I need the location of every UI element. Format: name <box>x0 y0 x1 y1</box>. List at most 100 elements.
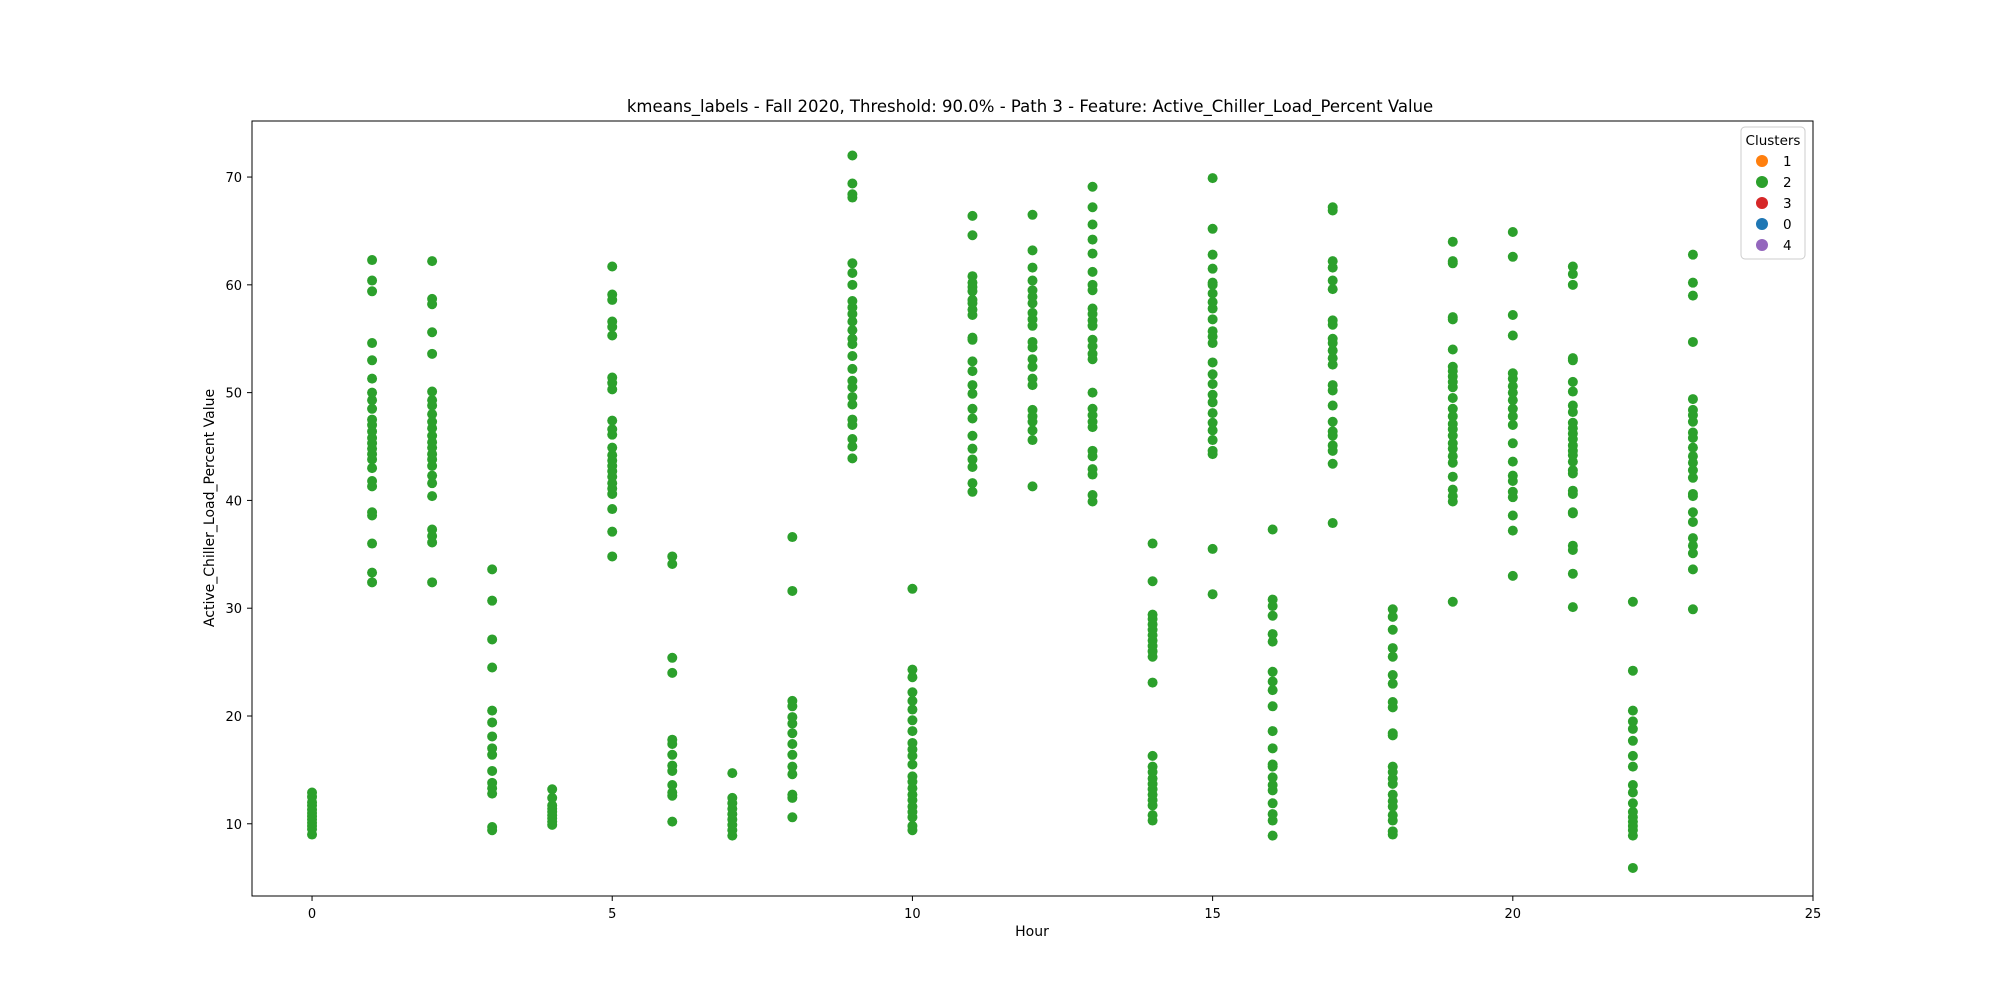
data-point <box>487 564 498 575</box>
data-point <box>1027 354 1038 365</box>
data-point <box>1387 761 1398 772</box>
data-point <box>547 792 558 803</box>
data-point <box>1267 685 1278 696</box>
data-point <box>907 704 918 715</box>
data-point <box>967 332 978 343</box>
data-point <box>1687 516 1698 527</box>
data-point <box>1267 830 1278 841</box>
data-point <box>967 271 978 282</box>
data-point <box>367 286 378 297</box>
data-point <box>967 294 978 305</box>
data-point <box>1567 485 1578 496</box>
data-point <box>787 769 798 780</box>
data-point <box>1027 435 1038 446</box>
data-point <box>907 672 918 683</box>
data-point <box>1327 284 1338 295</box>
data-point <box>1087 202 1098 213</box>
data-point <box>1027 336 1038 347</box>
data-point <box>1567 507 1578 518</box>
y-tick-label: 30 <box>225 602 242 617</box>
data-point <box>1687 442 1698 453</box>
data-point <box>1447 256 1458 267</box>
data-point <box>1327 202 1338 213</box>
data-point <box>607 504 618 515</box>
data-point <box>1507 510 1518 521</box>
data-point <box>547 784 558 795</box>
y-axis-label: Active_Chiller_Load_Percent Value <box>202 389 218 627</box>
data-point <box>847 453 858 464</box>
legend-marker <box>1756 155 1768 167</box>
data-point <box>967 462 978 472</box>
data-point <box>787 532 798 543</box>
legend-label: 0 <box>1783 217 1792 233</box>
data-point <box>787 728 798 739</box>
data-point <box>907 771 918 782</box>
data-point <box>1687 472 1698 483</box>
data-point <box>787 712 798 723</box>
data-point <box>1507 411 1518 422</box>
x-tick-label: 5 <box>608 907 616 922</box>
data-point <box>1567 353 1578 364</box>
data-point <box>367 395 378 406</box>
data-point <box>847 316 858 327</box>
y-tick-label: 60 <box>225 279 242 294</box>
data-point <box>847 375 858 386</box>
data-point <box>1687 548 1698 559</box>
data-point <box>1627 716 1638 727</box>
data-point <box>1327 400 1338 411</box>
data-point <box>1627 705 1638 716</box>
data-point <box>1447 361 1458 372</box>
data-point <box>427 395 438 406</box>
data-point <box>427 293 438 304</box>
data-point <box>1207 389 1218 400</box>
data-point <box>1027 481 1038 492</box>
data-point <box>367 373 378 384</box>
data-point <box>847 258 858 269</box>
data-point <box>487 822 498 833</box>
data-point <box>1387 651 1398 662</box>
data-point <box>367 255 378 266</box>
data-point <box>1207 249 1218 260</box>
data-point <box>1687 427 1698 438</box>
data-point <box>1087 279 1098 290</box>
data-point <box>847 178 858 189</box>
data-point <box>367 567 378 578</box>
data-point <box>1687 336 1698 347</box>
data-point <box>427 478 438 489</box>
data-point <box>1327 345 1338 356</box>
data-point <box>1027 404 1038 415</box>
data-point <box>1267 809 1278 820</box>
data-point <box>1207 357 1218 368</box>
data-point <box>1387 728 1398 739</box>
data-point <box>607 424 618 435</box>
data-point <box>1687 451 1698 462</box>
data-point <box>1327 333 1338 344</box>
data-point <box>1027 285 1038 296</box>
data-point <box>1507 251 1518 262</box>
legend-marker <box>1756 197 1768 209</box>
data-point <box>847 414 858 425</box>
data-point <box>1627 761 1638 772</box>
data-point <box>787 789 798 800</box>
data-point <box>607 372 618 383</box>
data-point <box>367 275 378 286</box>
data-point <box>487 743 498 754</box>
data-point <box>1447 471 1458 482</box>
data-point <box>1207 314 1218 325</box>
data-point <box>1387 826 1398 837</box>
data-point <box>1207 173 1218 184</box>
legend-label: 1 <box>1783 154 1792 170</box>
data-point <box>1567 376 1578 387</box>
data-point <box>667 652 678 663</box>
data-point <box>487 777 498 788</box>
data-point <box>1507 470 1518 481</box>
data-point <box>1207 445 1218 456</box>
data-point <box>1087 248 1098 259</box>
data-point <box>1447 484 1458 495</box>
data-point <box>787 695 798 706</box>
x-tick-label: 10 <box>904 907 921 922</box>
data-point <box>787 739 798 750</box>
data-point <box>487 765 498 776</box>
data-point <box>847 350 858 361</box>
